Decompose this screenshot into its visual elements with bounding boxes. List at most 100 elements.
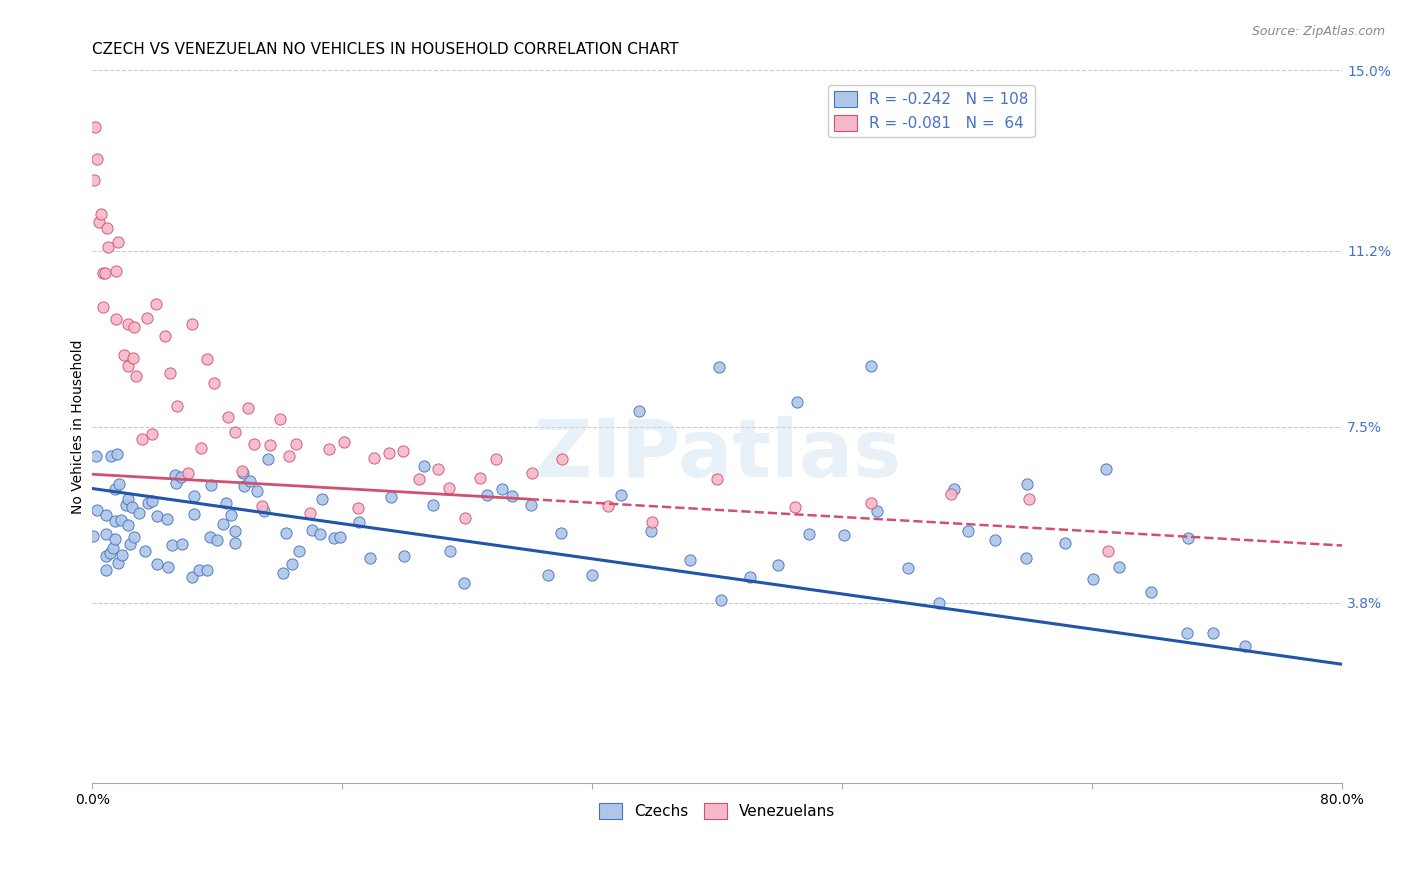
Point (1177, 625, 1199, 640)
Point (1017, 477, 1039, 491)
Point (537, 568, 560, 582)
Point (112, 348, 135, 362)
Point (134, 544, 156, 558)
Point (200, 477, 222, 491)
Point (596, 500, 619, 514)
Point (117, 517, 139, 532)
Point (104, 532, 127, 546)
Point (136, 310, 159, 325)
Point (160, 538, 183, 552)
Point (1015, 550, 1038, 565)
Point (377, 445, 399, 459)
Point (707, 360, 730, 375)
Point (236, 401, 259, 415)
Point (224, 524, 246, 538)
Point (105, 447, 128, 461)
Point (259, 438, 281, 452)
Point (202, 376, 225, 390)
Point (250, 499, 273, 513)
Point (166, 399, 188, 413)
Point (1201, 626, 1223, 640)
Point (453, 575, 475, 590)
Point (454, 510, 477, 524)
Point (155, 329, 177, 343)
Point (243, 437, 266, 451)
Point (117, 492, 139, 507)
Point (610, 487, 633, 501)
Point (104, 482, 127, 496)
Point (104, 514, 127, 528)
Point (188, 563, 211, 577)
Point (86, 152, 108, 166)
Point (1053, 536, 1076, 550)
Point (96, 508, 118, 522)
Point (799, 526, 821, 541)
Point (224, 425, 246, 439)
Point (97, 240, 120, 254)
Point (786, 395, 808, 409)
Point (128, 506, 150, 520)
Point (107, 556, 129, 570)
Point (211, 517, 233, 532)
Point (246, 483, 269, 498)
Point (491, 482, 513, 496)
Point (766, 558, 789, 573)
Point (392, 444, 415, 458)
Point (928, 596, 950, 610)
Point (1097, 544, 1119, 558)
Point (329, 530, 352, 544)
Point (122, 530, 145, 544)
Point (107, 235, 129, 249)
Point (957, 524, 980, 538)
Point (551, 451, 574, 466)
Point (93, 300, 115, 314)
Point (122, 320, 145, 334)
Point (94, 549, 117, 564)
Text: CZECH VS VENEZUELAN NO VEHICLES IN HOUSEHOLD CORRELATION CHART: CZECH VS VENEZUELAN NO VEHICLES IN HOUSE… (93, 42, 679, 57)
Point (437, 481, 460, 495)
Point (101, 541, 124, 555)
Point (145, 508, 167, 523)
Point (347, 501, 370, 516)
Point (93, 266, 115, 280)
Point (98, 546, 121, 560)
Point (198, 530, 221, 544)
Point (785, 500, 807, 515)
Point (117, 318, 139, 332)
Legend: Czechs, Venezuelans: Czechs, Venezuelans (593, 797, 841, 825)
Point (183, 508, 205, 522)
Point (105, 263, 128, 277)
Point (1177, 532, 1199, 546)
Point (468, 471, 491, 485)
Point (170, 470, 193, 484)
Point (115, 498, 138, 512)
Point (117, 359, 139, 373)
Point (253, 503, 276, 517)
Point (221, 508, 243, 522)
Point (641, 515, 664, 529)
Point (122, 351, 145, 365)
Point (145, 557, 167, 571)
Point (120, 537, 142, 551)
Point (426, 462, 449, 476)
Point (1108, 559, 1130, 574)
Point (347, 515, 370, 529)
Point (170, 537, 193, 551)
Point (87, 215, 110, 229)
Point (832, 527, 855, 541)
Point (309, 526, 332, 541)
Point (233, 478, 256, 492)
Point (408, 472, 430, 486)
Point (359, 550, 381, 565)
Point (281, 557, 304, 571)
Point (501, 489, 523, 503)
Point (183, 489, 205, 503)
Point (257, 452, 280, 467)
Point (232, 466, 254, 480)
Point (271, 566, 294, 581)
Point (90, 206, 112, 220)
Point (195, 563, 218, 577)
Point (121, 500, 143, 515)
Point (215, 496, 238, 510)
Point (380, 490, 402, 504)
